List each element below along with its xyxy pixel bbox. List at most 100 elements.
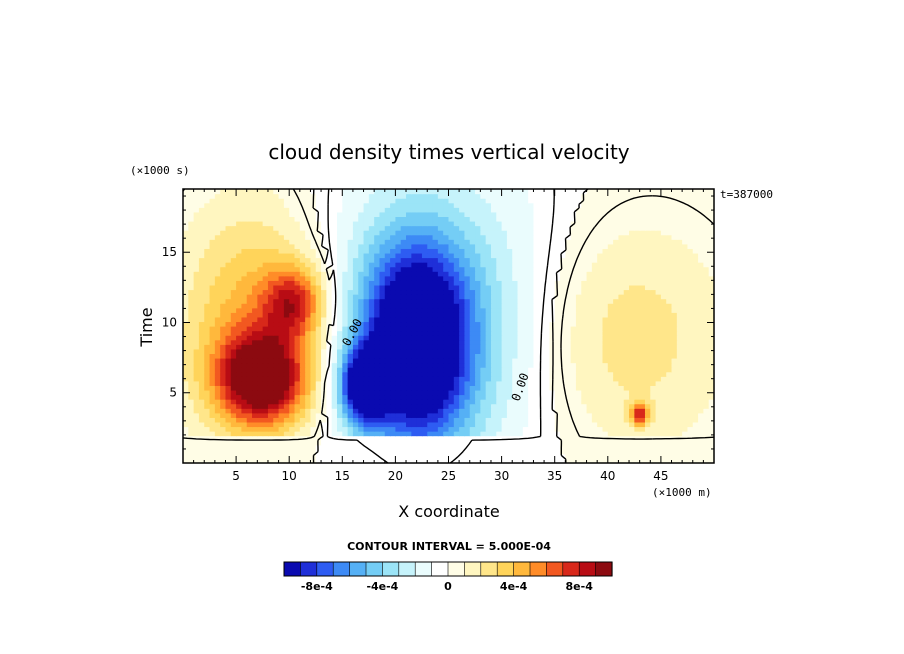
heatmap-cell (342, 262, 349, 268)
heatmap-cell (352, 234, 359, 240)
heatmap-cell (384, 412, 391, 418)
heatmap-cell (554, 458, 561, 464)
heatmap-cell (560, 339, 566, 345)
heatmap-cell (400, 353, 407, 359)
heatmap-cell (676, 440, 683, 446)
heatmap-cell (565, 257, 572, 263)
heatmap-cell (289, 284, 296, 291)
heatmap-cell (538, 421, 545, 428)
heatmap-cell (416, 321, 423, 327)
heatmap-cell (310, 326, 317, 332)
heatmap-cell (602, 307, 609, 313)
heatmap-cell (278, 330, 285, 336)
heatmap-cell (623, 339, 630, 345)
heatmap-cell (400, 271, 407, 277)
heatmap-cell (416, 339, 423, 345)
heatmap-cell (586, 280, 593, 286)
heatmap-cell (501, 389, 508, 396)
heatmap-cell (379, 280, 386, 286)
heatmap-cell (475, 262, 481, 268)
heatmap-cell (501, 326, 508, 332)
heatmap-cell (522, 403, 529, 409)
heatmap-cell (501, 408, 508, 414)
heatmap-cell (655, 371, 662, 377)
heatmap-cell (698, 371, 704, 377)
heatmap-cell (676, 371, 683, 377)
heatmap-cell (490, 421, 497, 428)
heatmap-cell (342, 257, 349, 263)
heatmap-cell (618, 389, 625, 396)
heatmap-cell (427, 262, 434, 268)
heatmap-cell (225, 385, 232, 391)
heatmap-cell (448, 399, 455, 405)
heatmap-cell (336, 280, 343, 286)
heatmap-cell (437, 444, 444, 450)
heatmap-cell (294, 248, 301, 254)
heatmap-cell (544, 371, 550, 377)
heatmap-cell (660, 294, 667, 300)
heatmap-cell (421, 252, 428, 259)
heatmap-cell (480, 371, 487, 377)
heatmap-cell (400, 326, 407, 332)
heatmap-cell (374, 453, 381, 460)
heatmap-cell (586, 339, 593, 345)
heatmap-cell (267, 458, 274, 464)
heatmap-cell (597, 257, 604, 263)
heatmap-cell (421, 335, 428, 341)
heatmap-cell (634, 284, 641, 291)
heatmap-cell (283, 367, 290, 373)
heatmap-cell (262, 271, 269, 277)
heatmap-cell (283, 431, 290, 437)
heatmap-cell (374, 266, 381, 272)
heatmap-cell (591, 243, 598, 249)
heatmap-cell (533, 394, 540, 400)
heatmap-cell (591, 344, 598, 350)
heatmap-cell (336, 362, 343, 368)
heatmap-cell (682, 399, 689, 405)
heatmap-cell (708, 252, 715, 259)
heatmap-cell (506, 275, 513, 281)
heatmap-cell (443, 348, 450, 354)
heatmap-cell (676, 330, 683, 336)
heatmap-cell (252, 330, 258, 336)
heatmap-cell (565, 248, 572, 254)
heatmap-cell (496, 417, 503, 423)
heatmap-cell (602, 421, 609, 428)
heatmap-cell (379, 252, 386, 259)
heatmap-cell (687, 444, 694, 450)
heatmap-cell (676, 271, 683, 277)
heatmap-cell (432, 371, 439, 377)
heatmap-cell (448, 449, 455, 455)
heatmap-cell (204, 353, 211, 359)
heatmap-cell (411, 312, 418, 318)
heatmap-cell (437, 330, 444, 336)
heatmap-cell (655, 385, 662, 391)
heatmap-cell (443, 252, 450, 259)
heatmap-cell (294, 312, 301, 318)
heatmap-cell (198, 403, 205, 409)
heatmap-cell (538, 243, 545, 249)
heatmap-cell (252, 403, 258, 409)
heatmap-cell (416, 243, 423, 249)
heatmap-cell (517, 339, 524, 345)
heatmap-cell (501, 243, 508, 249)
heatmap-cell (262, 262, 269, 268)
heatmap-cell (225, 417, 232, 423)
heatmap-cell (352, 389, 359, 396)
heatmap-cell (262, 449, 269, 455)
heatmap-cell (501, 380, 508, 386)
heatmap-cell (310, 440, 317, 446)
heatmap-cell (448, 408, 455, 414)
heatmap-cell (522, 312, 529, 318)
heatmap-cell (459, 294, 466, 300)
heatmap-cell (671, 294, 678, 300)
heatmap-cell (326, 307, 333, 313)
heatmap-cell (352, 458, 359, 464)
heatmap-cell (241, 453, 248, 460)
heatmap-cell (602, 367, 609, 373)
heatmap-cell (230, 376, 237, 382)
heatmap-cell (336, 339, 343, 345)
heatmap-cell (443, 307, 450, 313)
heatmap-cell (315, 444, 322, 450)
heatmap-cell (252, 234, 258, 240)
